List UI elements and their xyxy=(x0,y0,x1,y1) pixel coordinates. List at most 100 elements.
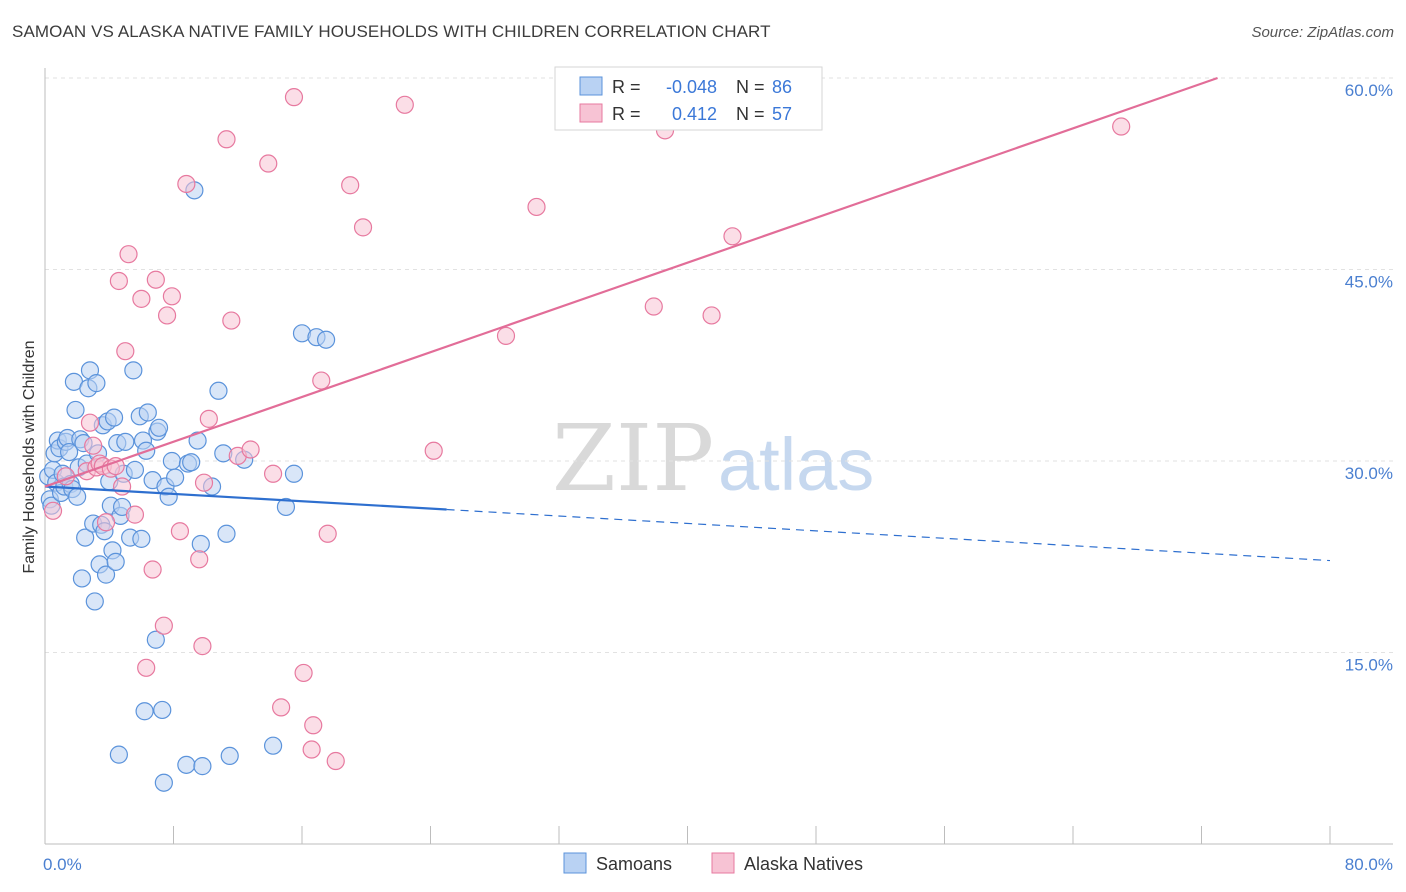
samoans-point-29 xyxy=(87,374,106,393)
x-tick-max: 80.0% xyxy=(1345,855,1393,874)
alaska-natives-point-10 xyxy=(106,457,125,476)
alaska-natives-point-43 xyxy=(341,176,360,195)
samoans-point-73 xyxy=(193,757,212,776)
alaska-natives-point-41 xyxy=(318,524,337,543)
legend-n-label-1: N = xyxy=(736,77,765,97)
samoans-point-17 xyxy=(66,400,85,420)
alaska-natives-point-45 xyxy=(395,95,414,114)
alaska-natives-point-50 xyxy=(644,297,663,316)
samoans-point-35 xyxy=(96,565,116,584)
source-label: Source: ZipAtlas.com xyxy=(1251,24,1394,41)
samoans-point-60 xyxy=(149,418,169,437)
samoans-point-50 xyxy=(125,460,145,480)
alaska-natives-point-26 xyxy=(193,637,212,656)
alaska-natives-point-27 xyxy=(194,473,214,492)
alaska-natives-point-21 xyxy=(157,306,177,325)
alaska-natives-trend-line xyxy=(44,76,1218,488)
alaska-natives-point-40 xyxy=(312,371,331,390)
samoans-trend-extension xyxy=(446,508,1331,562)
alaska-natives-point-18 xyxy=(143,560,162,579)
alaska-natives-point-12 xyxy=(112,477,132,496)
alaska-natives-point-11 xyxy=(109,271,128,291)
legend-r-label-2: R = xyxy=(612,104,641,124)
gridlines: 15.0% 30.0% 45.0% 60.0% xyxy=(45,77,1393,675)
alaska-natives-point-35 xyxy=(272,698,291,717)
alaska-natives-point-24 xyxy=(177,174,196,194)
alaska-natives-point-46 xyxy=(424,441,443,460)
samoans-point-54 xyxy=(135,702,154,721)
samoans-point-62 xyxy=(154,773,173,792)
alaska-natives-point-37 xyxy=(294,663,313,683)
alaska-natives-point-8 xyxy=(96,513,116,532)
alaska-natives-point-29 xyxy=(217,130,236,149)
samoans-point-64 xyxy=(159,487,178,506)
samoans-point-75 xyxy=(209,381,228,400)
alaska-natives-point-0 xyxy=(43,501,63,520)
x-tick-min: 0.0% xyxy=(43,855,82,874)
alaska-natives-point-13 xyxy=(116,342,135,361)
alaska-natives-point-30 xyxy=(222,311,241,330)
samoans-point-40 xyxy=(104,408,124,427)
alaska-natives-point-34 xyxy=(263,464,283,483)
y-tick-label-2: 45.0% xyxy=(1345,273,1393,292)
alaska-natives-point-23 xyxy=(170,522,190,541)
axes xyxy=(44,68,1393,845)
legend-n-label-2: N = xyxy=(736,104,765,124)
correlation-legend: R = -0.048 N = 86 R = 0.412 N = 57 xyxy=(554,66,823,131)
y-axis-label: Family Households with Children xyxy=(21,341,38,574)
series-legend: Samoans Alaska Natives xyxy=(563,852,863,874)
samoans-point-82 xyxy=(284,464,304,483)
legend-r-value-1: -0.048 xyxy=(666,77,717,97)
samoans-point-78 xyxy=(220,746,239,766)
legend-swatch-samoans xyxy=(579,76,603,96)
samoans-point-80 xyxy=(263,736,283,755)
samoans-point-13 xyxy=(59,442,79,462)
y-tick-label-3: 60.0% xyxy=(1345,81,1393,100)
alaska-natives-point-32 xyxy=(241,440,260,459)
samoans-point-28 xyxy=(85,592,104,611)
samoans-point-41 xyxy=(106,552,125,571)
legend-n-value-1: 86 xyxy=(772,77,792,97)
alaska-natives-point-47 xyxy=(496,326,516,345)
legend-r-label-1: R = xyxy=(612,77,641,97)
y-tick-label-0: 15.0% xyxy=(1345,656,1393,675)
alaska-natives-point-16 xyxy=(132,289,151,308)
alaska-natives-point-52 xyxy=(702,306,721,325)
samoans-point-65 xyxy=(162,451,181,471)
alaska-natives-point-15 xyxy=(125,505,145,524)
samoans-point-23 xyxy=(76,528,95,547)
samoans-point-56 xyxy=(138,403,157,422)
samoans-point-18 xyxy=(68,487,87,506)
samoans-trend-line xyxy=(44,485,447,511)
samoans-point-66 xyxy=(166,468,185,487)
samoans-point-85 xyxy=(316,330,336,349)
samoans-point-72 xyxy=(191,534,210,554)
alaska-natives-point-48 xyxy=(527,197,546,217)
samoans-point-77 xyxy=(217,524,236,543)
alaska-natives-point-20 xyxy=(154,616,173,635)
alaska-natives-point-33 xyxy=(259,154,278,173)
samoans-point-43 xyxy=(109,745,128,764)
alaska-natives-point-42 xyxy=(326,751,345,771)
samoans-point-69 xyxy=(182,453,201,472)
legend-n-value-2: 57 xyxy=(772,104,792,124)
alaska-natives-point-17 xyxy=(137,658,156,677)
alaska-natives-point-22 xyxy=(162,287,181,306)
samoans-point-61 xyxy=(153,700,172,720)
samoans-point-81 xyxy=(276,497,296,517)
samoans-points xyxy=(39,181,336,792)
bottom-legend-swatch-samoans xyxy=(563,852,587,874)
bottom-legend-samoans: Samoans xyxy=(596,854,672,874)
alaska-natives-point-3 xyxy=(80,413,100,432)
alaska-natives-point-25 xyxy=(190,550,209,569)
alaska-natives-point-44 xyxy=(353,218,373,237)
alaska-natives-point-38 xyxy=(302,740,321,759)
samoans-point-47 xyxy=(116,432,135,451)
watermark-atlas: atlas xyxy=(718,423,874,506)
alaska-natives-point-19 xyxy=(146,270,165,289)
samoans-point-49 xyxy=(124,361,143,380)
alaska-natives-point-36 xyxy=(284,88,304,107)
legend-r-value-2: 0.412 xyxy=(672,104,717,124)
alaska-natives-point-14 xyxy=(119,245,138,264)
samoans-point-67 xyxy=(177,755,196,774)
